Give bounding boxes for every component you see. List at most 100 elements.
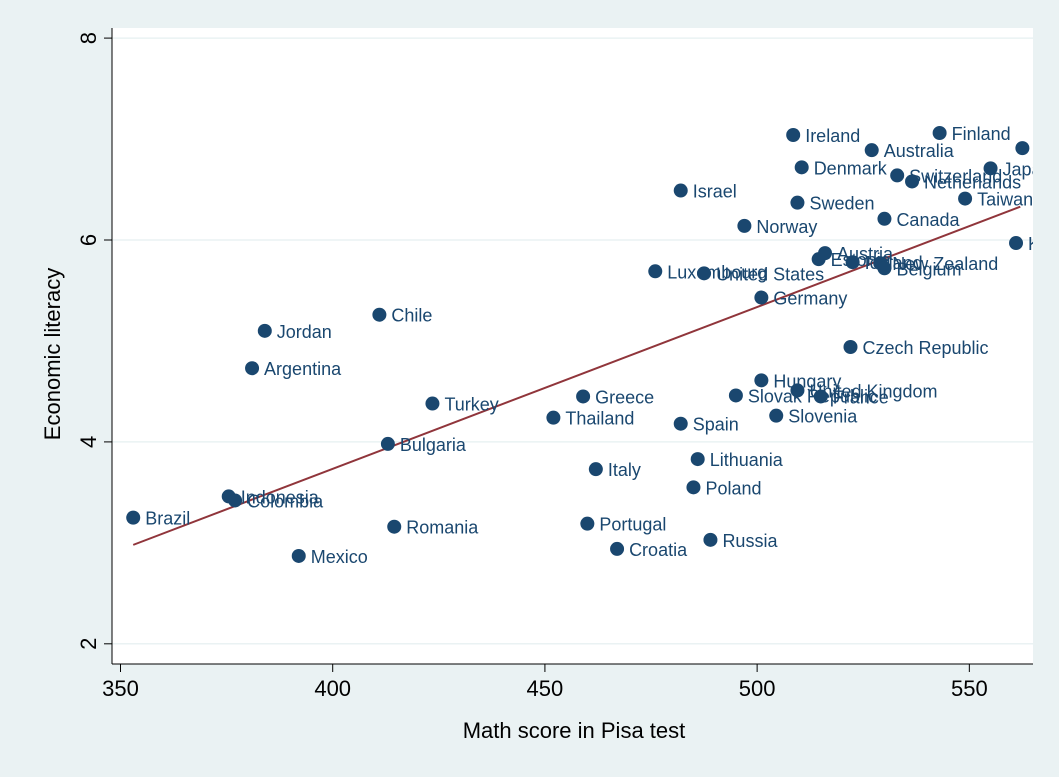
- plot-area: [112, 28, 1033, 664]
- point-label: Italy: [608, 460, 641, 480]
- data-point: [983, 161, 998, 176]
- data-point: [546, 410, 561, 425]
- point-label: Switzerland: [909, 166, 1002, 186]
- fit-line-group: [132, 205, 1021, 546]
- data-point: [813, 389, 828, 404]
- point-label: Turkey: [444, 395, 498, 415]
- y-tick-label: 2: [76, 638, 101, 650]
- point-label: Finland: [952, 124, 1011, 144]
- x-tick-label: 550: [951, 676, 988, 701]
- data-point: [425, 396, 440, 411]
- point-label: Bulgaria: [400, 435, 467, 455]
- point-label: Chile: [391, 306, 432, 326]
- point-label: Czech Republic: [862, 338, 988, 358]
- point-label: Mexico: [311, 547, 368, 567]
- data-point: [958, 191, 973, 206]
- data-point: [673, 183, 688, 198]
- point-label: Romania: [406, 518, 479, 538]
- point-label: Hong Kong: [1034, 139, 1059, 159]
- point-label: France: [833, 387, 889, 407]
- y-tick-label: 6: [76, 234, 101, 246]
- data-point: [754, 373, 769, 388]
- point-label: Lithuania: [710, 450, 784, 470]
- point-label: Korea: [1028, 234, 1059, 254]
- data-point: [576, 389, 591, 404]
- data-point: [754, 290, 769, 305]
- data-point: [790, 195, 805, 210]
- data-point: [703, 532, 718, 547]
- data-point: [1015, 141, 1030, 156]
- x-tick-label: 350: [102, 676, 139, 701]
- point-label: Brazil: [145, 509, 190, 529]
- point-label: Portugal: [599, 515, 666, 535]
- point-label: Jordan: [277, 322, 332, 342]
- point-label: Sweden: [809, 194, 874, 214]
- data-point: [786, 128, 801, 143]
- data-point: [905, 174, 920, 189]
- y-axis-label: Economic literacy: [40, 268, 65, 440]
- point-label: Germany: [773, 289, 847, 309]
- y-tick-label: 4: [76, 436, 101, 448]
- point-label: Russia: [722, 531, 778, 551]
- data-point: [845, 255, 860, 270]
- data-point: [790, 383, 805, 398]
- data-point: [245, 361, 260, 376]
- point-label: United Kingdom: [809, 381, 937, 401]
- data-point: [794, 160, 809, 175]
- data-point: [228, 493, 243, 508]
- data-point: [380, 436, 395, 451]
- data-point: [648, 264, 663, 279]
- x-axis-label: Math score in Pisa test: [463, 718, 686, 743]
- point-label: United States: [716, 264, 824, 284]
- data-point: [610, 541, 625, 556]
- point-label: Taiwan: [977, 190, 1033, 210]
- x-tick-label: 500: [739, 676, 776, 701]
- data-point: [673, 416, 688, 431]
- point-label: Slovenia: [788, 407, 858, 427]
- point-label: Argentina: [264, 359, 342, 379]
- data-point: [728, 388, 743, 403]
- data-point: [818, 246, 833, 261]
- point-label: Spain: [693, 415, 739, 435]
- data-point: [737, 218, 752, 233]
- data-point: [932, 125, 947, 140]
- point-label: Poland: [705, 478, 761, 498]
- data-point: [257, 323, 272, 338]
- x-tick-label: 400: [314, 676, 351, 701]
- axes: 350 400 450 500 550 2 4 6 8: [76, 28, 1033, 701]
- point-label: Belgium: [896, 259, 961, 279]
- point-label: Luxembourg: [667, 262, 767, 282]
- point-label: Denmark: [814, 158, 888, 178]
- point-label: Netherlands: [924, 172, 1021, 192]
- point-label: Norway: [756, 217, 817, 237]
- y-tick-label: 8: [76, 32, 101, 44]
- data-point: [890, 168, 905, 183]
- point-label: Canada: [896, 210, 960, 230]
- point-label: Slovak Republic: [748, 386, 877, 406]
- data-point: [769, 408, 784, 423]
- data-point: [877, 211, 892, 226]
- data-point: [864, 143, 879, 158]
- point-label: Greece: [595, 387, 654, 407]
- point-label: Indonesia: [241, 487, 320, 507]
- point-label: Japan: [1003, 159, 1052, 179]
- data-point: [843, 340, 858, 355]
- point-label: Hungary: [773, 371, 841, 391]
- data-point: [580, 516, 595, 531]
- gridlines: [112, 37, 1033, 645]
- point-label: Australia: [884, 141, 955, 161]
- point-label: Croatia: [629, 540, 688, 560]
- data-point: [697, 266, 712, 281]
- x-tick-label: 450: [527, 676, 564, 701]
- point-label: Ireland: [805, 126, 860, 146]
- point-label: Thailand: [565, 409, 634, 429]
- data-point: [690, 452, 705, 467]
- data-point: [588, 462, 603, 477]
- fit-line: [132, 205, 1021, 546]
- data-point: [126, 510, 141, 525]
- data-point: [877, 261, 892, 276]
- data-point: [1009, 236, 1024, 251]
